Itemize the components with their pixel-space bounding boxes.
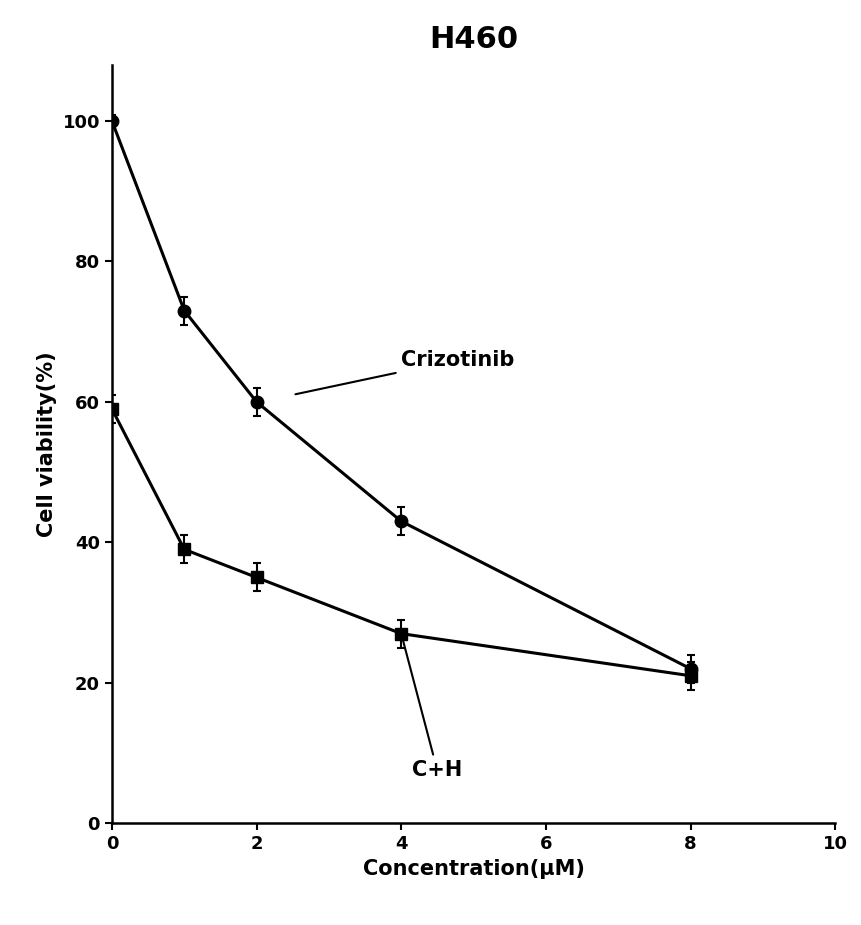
Text: Crizotinib: Crizotinib xyxy=(295,350,515,394)
Y-axis label: Cell viability(%): Cell viability(%) xyxy=(37,352,57,536)
Title: H460: H460 xyxy=(429,25,518,54)
Text: C+H: C+H xyxy=(402,636,462,780)
X-axis label: Concentration(μM): Concentration(μM) xyxy=(362,858,585,879)
